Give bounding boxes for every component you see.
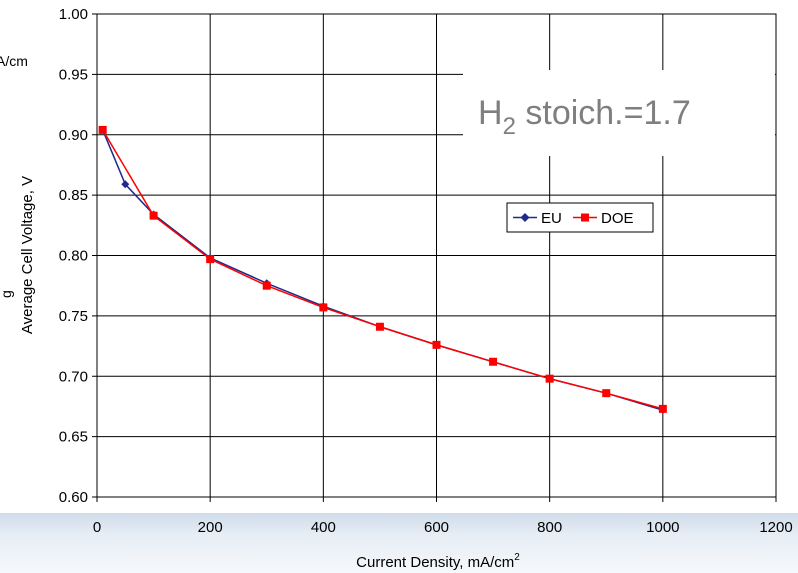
data-point-doe [206, 255, 215, 264]
data-point-doe [658, 404, 667, 413]
data-point-doe [262, 281, 271, 290]
clipped-left-small: g [0, 290, 14, 298]
x-axis-title-superscript: 2 [514, 552, 520, 563]
y-tick-label: 0.60 [59, 489, 88, 506]
y-tick-label: 0.65 [59, 429, 88, 446]
data-point-doe [432, 340, 441, 349]
y-tick-label: 0.85 [59, 187, 88, 204]
y-tick-label: 0.95 [59, 66, 88, 83]
legend-eu-label: EU [541, 210, 562, 227]
x-tick-labels: 0 200 400 600 800 1000 1200 [93, 519, 793, 536]
series-eu [98, 125, 667, 415]
legend-doe-label: DOE [601, 210, 634, 227]
x-tick-label: 600 [424, 519, 449, 536]
annotation-prefix: H [478, 94, 503, 132]
plot-area-frame [96, 13, 777, 498]
data-point-doe [98, 125, 107, 134]
x-tick-label: 200 [198, 519, 223, 536]
y-tick-label: 0.80 [59, 248, 88, 265]
annotation-text: H2 stoich.=1.7 [478, 94, 691, 140]
y-axis-title: Average Cell Voltage, V [19, 176, 36, 334]
data-point-doe [489, 357, 498, 366]
series-layer [98, 125, 667, 415]
x-tick-label: 400 [311, 519, 336, 536]
x-tick-label: 1000 [646, 519, 679, 536]
y-tick-label: 1.00 [59, 6, 88, 23]
y-tick-labels: 0.60 0.65 0.70 0.75 0.80 0.85 0.90 0.95 1.00 [59, 6, 88, 506]
y-tick-label: 0.75 [59, 308, 88, 325]
y-tick-label: 0.70 [59, 368, 88, 385]
y-tick-label: 0.90 [59, 127, 88, 144]
series-doe [98, 125, 667, 413]
legend-eu-marker [520, 213, 530, 222]
annotation-box [463, 70, 775, 156]
x-tick-label: 800 [537, 519, 562, 536]
annotation-suffix: stoich.=1.7 [516, 94, 691, 132]
annotation-subscript: 2 [503, 113, 516, 140]
x-tick-label: 0 [93, 519, 101, 536]
data-point-doe [545, 374, 554, 383]
series-line-eu [102, 129, 664, 411]
data-point-eu [121, 180, 130, 189]
clipped-left-label: A/cm [0, 53, 28, 69]
data-point-doe [602, 389, 611, 398]
x-tick-label: 1200 [759, 519, 792, 536]
data-point-doe [375, 322, 384, 331]
background-gradient-band [0, 513, 798, 573]
series-line-doe [102, 129, 664, 410]
x-axis-title: Current Density, mA/cm2 [356, 552, 520, 571]
x-axis-title-text: Current Density, mA/cm [356, 554, 514, 571]
legend: EU DOE [506, 202, 654, 233]
data-point-doe [319, 303, 328, 312]
legend-doe-marker [581, 213, 589, 222]
data-point-doe [149, 211, 158, 220]
